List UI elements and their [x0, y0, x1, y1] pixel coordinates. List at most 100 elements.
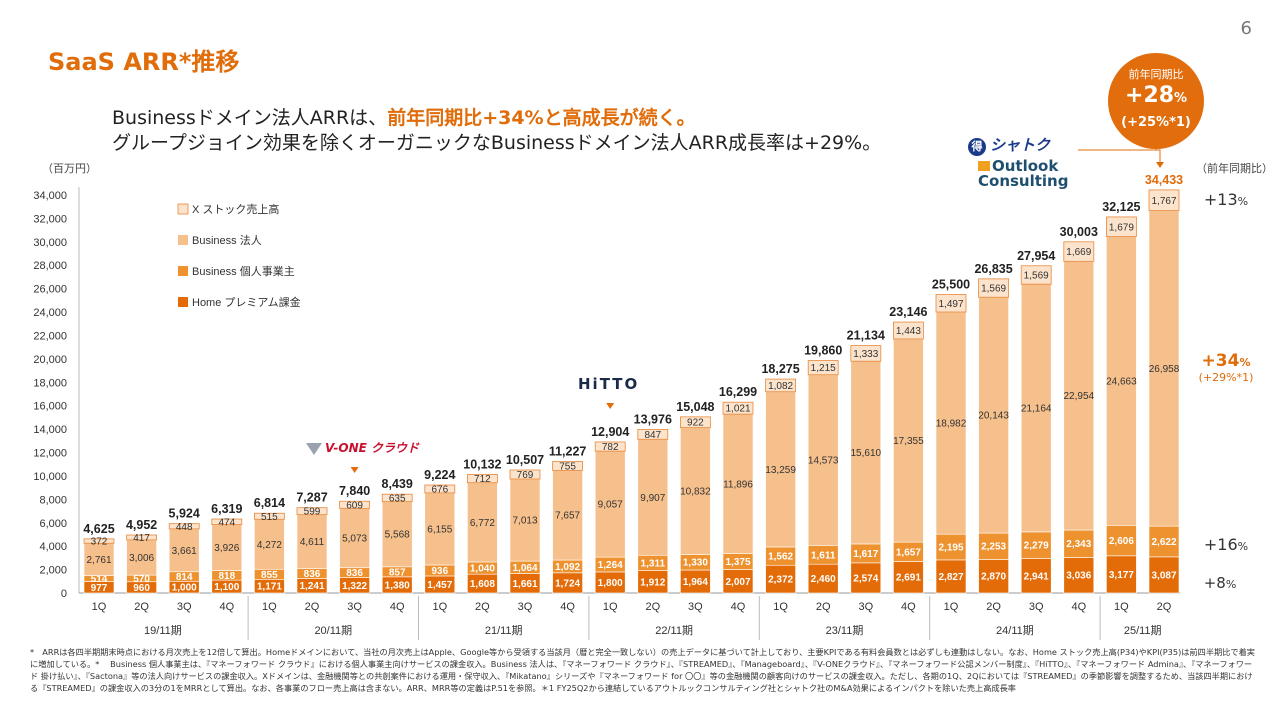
- x-tick-label: 4Q: [390, 601, 405, 613]
- y-tick-label: 10,000: [33, 471, 67, 483]
- data-label: 3,036: [1066, 571, 1091, 582]
- bar-segment: [1063, 557, 1095, 594]
- data-label: 1,964: [683, 577, 708, 588]
- fiscal-year-label: 21/11期: [485, 624, 523, 637]
- bar-segment: [850, 562, 882, 594]
- yoy-circle-sub: (+25%*1): [1121, 115, 1191, 130]
- y-tick-label: 6,000: [39, 518, 67, 530]
- bar-total-label: 16,299: [719, 385, 757, 399]
- fiscal-year-label: 19/11期: [144, 624, 182, 637]
- data-label: 857: [389, 567, 406, 578]
- data-label: 1,724: [555, 578, 580, 589]
- bar-segment: [552, 470, 583, 561]
- y-tick-label: 34,000: [33, 190, 67, 202]
- y-tick-label: 24,000: [33, 307, 67, 319]
- bar-segment: [1106, 555, 1137, 594]
- data-label: 2,279: [1024, 541, 1049, 552]
- x-tick-label: 4Q: [731, 601, 746, 613]
- bar-total-label: 7,840: [339, 484, 370, 498]
- legend-swatch: [178, 297, 188, 307]
- headline-1: Businessドメイン法人ARRは、前年同期比+34%と高成長が続く。: [112, 103, 696, 130]
- data-label: 17,355: [893, 436, 924, 447]
- fiscal-year-label: 22/11期: [655, 624, 693, 637]
- yoy-x-stock-pct: %: [1237, 195, 1249, 208]
- bar-segment: [1148, 189, 1180, 212]
- bar-segment: [765, 378, 796, 393]
- vone-logo-text: V-ONE クラウド: [325, 441, 420, 455]
- data-label: 2,606: [1109, 536, 1134, 547]
- page-number: 6: [1240, 18, 1252, 39]
- x-tick-label: 3Q: [1029, 601, 1044, 613]
- data-label: 814: [176, 572, 193, 583]
- outlook-logo-line2: Consulting: [978, 172, 1069, 190]
- y-tick-label: 12,000: [33, 448, 67, 460]
- data-label: 474: [218, 517, 235, 528]
- yoy-circle-number: +28: [1124, 83, 1175, 108]
- data-label: 13,259: [765, 465, 796, 476]
- bar-segment: [1106, 216, 1137, 238]
- y-tick-label: 32,000: [33, 213, 67, 225]
- data-label: 1,661: [512, 579, 537, 590]
- x-tick-label: 3Q: [177, 601, 192, 613]
- data-label: 7,013: [512, 516, 537, 527]
- bar-segment: [807, 360, 839, 376]
- bar-segment: [850, 360, 882, 545]
- data-label: 1,064: [512, 563, 537, 574]
- data-label: 4,611: [300, 537, 325, 548]
- bar-total-label: 6,319: [211, 502, 242, 516]
- yoy-home-pct: %: [1225, 578, 1237, 591]
- bar-segment: [978, 278, 1009, 298]
- data-label: 1,082: [768, 381, 793, 392]
- bar-total-label: 4,952: [126, 518, 157, 532]
- data-label: 1,679: [1109, 222, 1134, 233]
- data-label: 836: [304, 569, 321, 580]
- data-label: 9,907: [640, 493, 665, 504]
- data-label: 769: [517, 470, 534, 481]
- data-label: 1,569: [981, 284, 1006, 295]
- bar-segment: [594, 441, 626, 452]
- x-tick-label: 2Q: [475, 601, 490, 613]
- acquisition-connector-line: [1078, 149, 1161, 162]
- bar-segment: [850, 345, 882, 362]
- yoy-home: +8%: [1190, 573, 1250, 592]
- x-tick-label: 3Q: [688, 601, 703, 613]
- x-tick-label: 2Q: [305, 601, 320, 613]
- x-tick-label: 1Q: [1114, 601, 1129, 613]
- y-tick-label: 0: [61, 588, 67, 600]
- bar-segment: [1106, 525, 1137, 557]
- bar-total-label: 9,224: [424, 468, 455, 482]
- data-label: 11,896: [723, 479, 753, 490]
- bar-segment: [126, 534, 157, 541]
- shatoku-badge-icon: 得: [968, 138, 986, 156]
- data-label: 3,926: [214, 543, 239, 554]
- vone-cloud-logo: V-ONE クラウド: [306, 439, 419, 456]
- bar-segment: [339, 508, 370, 569]
- legend-label: Home プレミアム課金: [192, 295, 301, 309]
- y-tick-label: 2,000: [39, 565, 67, 577]
- x-tick-label: 1Q: [944, 601, 959, 613]
- yoy-biz-corp: +34% (+29%*1): [1190, 351, 1262, 384]
- yoy-biz-ind-pct: %: [1237, 540, 1249, 553]
- data-label: 3,661: [172, 546, 197, 557]
- data-label: 2,253: [981, 542, 1006, 553]
- bar-segment: [722, 413, 754, 554]
- data-label: 712: [474, 474, 491, 485]
- yoy-biz-corp-pct: %: [1239, 356, 1251, 369]
- data-label: 26,958: [1149, 364, 1180, 375]
- data-label: 2,761: [86, 555, 111, 566]
- y-tick-label: 30,000: [33, 237, 67, 249]
- data-label: 9,057: [598, 500, 623, 511]
- x-tick-label: 2Q: [645, 601, 660, 613]
- x-tick-label: 3Q: [518, 601, 533, 613]
- data-label: 1,800: [598, 578, 623, 589]
- data-label: 1,657: [896, 547, 921, 558]
- data-label: 1,021: [725, 404, 750, 415]
- x-tick-label: 1Q: [432, 601, 447, 613]
- y-tick-label: 18,000: [33, 377, 67, 389]
- x-tick-label: 1Q: [262, 601, 277, 613]
- bar-total-label: 32,125: [1102, 200, 1140, 214]
- x-tick-label: 4Q: [219, 601, 234, 613]
- footnote: * ARRは各四半期期末時点における月次売上を12倍して算出。Homeドメインに…: [30, 647, 1255, 693]
- shatoku-logo: 得シャトク: [968, 134, 1050, 156]
- y-tick-label: 4,000: [39, 541, 67, 553]
